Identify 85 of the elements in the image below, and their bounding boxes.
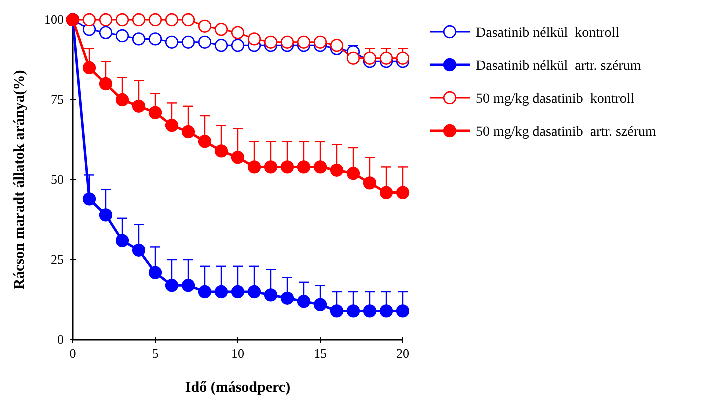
point bbox=[214, 285, 228, 299]
legend-label: Dasatinib nélkül kontroll bbox=[476, 26, 620, 41]
point bbox=[231, 285, 245, 299]
point bbox=[297, 160, 311, 174]
point bbox=[99, 77, 113, 91]
point bbox=[214, 39, 228, 52]
point bbox=[380, 304, 394, 318]
x-tick-label: 0 bbox=[70, 346, 76, 362]
x-tick-label: 15 bbox=[314, 346, 327, 362]
point bbox=[165, 13, 179, 27]
point bbox=[363, 176, 377, 190]
point bbox=[82, 13, 96, 27]
point bbox=[330, 39, 344, 52]
y-tick-label: 50 bbox=[51, 172, 64, 188]
point bbox=[182, 279, 196, 292]
point bbox=[248, 32, 262, 46]
point bbox=[330, 304, 344, 318]
point bbox=[99, 13, 113, 27]
point bbox=[165, 279, 179, 292]
point bbox=[116, 29, 130, 43]
point bbox=[346, 167, 360, 180]
point bbox=[297, 295, 311, 308]
point bbox=[148, 266, 162, 280]
point bbox=[198, 20, 212, 33]
x-tick-label: 5 bbox=[152, 346, 159, 362]
legend-label: Dasatinib nélkül artr. szérum bbox=[476, 59, 642, 74]
point bbox=[231, 151, 245, 164]
point bbox=[346, 52, 360, 65]
point bbox=[346, 304, 360, 318]
point bbox=[116, 93, 130, 107]
point bbox=[148, 13, 162, 27]
point bbox=[132, 32, 146, 46]
y-tick-label: 25 bbox=[51, 252, 64, 268]
y-tick-label: 75 bbox=[51, 92, 64, 108]
point bbox=[182, 125, 196, 139]
point bbox=[182, 13, 196, 27]
point bbox=[99, 208, 113, 222]
point bbox=[264, 160, 278, 174]
point bbox=[396, 186, 410, 200]
point bbox=[132, 13, 146, 27]
point bbox=[82, 61, 96, 75]
legend-label: 50 mg/kg dasatinib artr. szérum bbox=[476, 125, 657, 140]
point bbox=[248, 160, 262, 174]
point bbox=[198, 135, 212, 148]
point bbox=[148, 106, 162, 120]
point bbox=[280, 292, 294, 305]
point bbox=[198, 36, 212, 49]
point bbox=[380, 186, 394, 200]
point bbox=[330, 164, 344, 177]
point bbox=[248, 285, 262, 299]
point bbox=[182, 36, 196, 49]
point bbox=[380, 52, 394, 65]
point bbox=[280, 160, 294, 174]
point bbox=[314, 36, 328, 49]
point bbox=[148, 32, 162, 46]
point bbox=[396, 52, 410, 65]
point bbox=[116, 234, 130, 248]
legend-label: 50 mg/kg dasatinib kontroll bbox=[476, 92, 635, 107]
point bbox=[99, 26, 113, 40]
point bbox=[297, 36, 311, 49]
point bbox=[363, 304, 377, 318]
y-tick-label: 0 bbox=[58, 332, 64, 348]
point bbox=[165, 119, 179, 132]
x-tick-label: 20 bbox=[396, 346, 410, 362]
point bbox=[396, 304, 410, 318]
point bbox=[116, 13, 130, 27]
point bbox=[264, 288, 278, 302]
point bbox=[82, 192, 96, 206]
point bbox=[214, 23, 228, 36]
point bbox=[280, 36, 294, 49]
point bbox=[132, 244, 146, 257]
y-tick-label: 100 bbox=[44, 12, 64, 28]
point bbox=[132, 100, 146, 113]
x-axis-title: Idő (másodperc) bbox=[185, 380, 291, 396]
point bbox=[314, 160, 328, 174]
point bbox=[231, 39, 245, 52]
point bbox=[231, 26, 245, 40]
x-tick-label: 10 bbox=[232, 346, 244, 362]
point bbox=[363, 52, 377, 65]
point bbox=[165, 36, 179, 49]
point bbox=[314, 298, 328, 312]
point bbox=[214, 144, 228, 158]
point bbox=[264, 36, 278, 49]
y-axis-title: Rácson maradt állatok aránya(%) bbox=[12, 70, 28, 290]
point bbox=[198, 285, 212, 299]
